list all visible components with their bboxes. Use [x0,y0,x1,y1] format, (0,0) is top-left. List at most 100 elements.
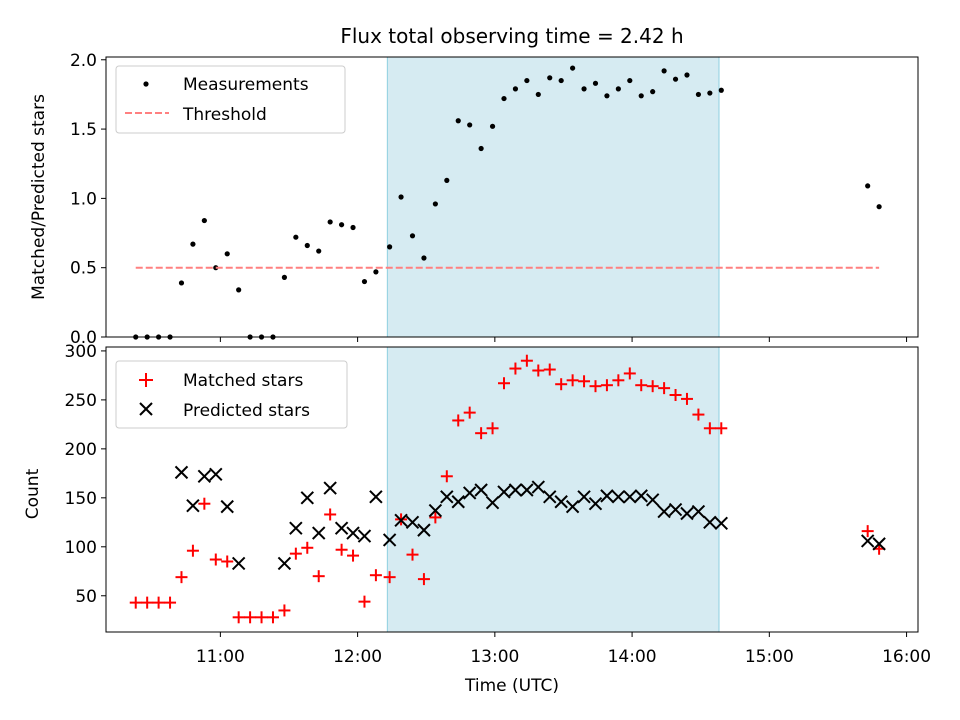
matched-stars-point [555,378,568,391]
measurement-point [316,248,322,254]
legend-measurements-label: Measurements [183,75,309,95]
predicted-stars-point [554,495,568,509]
predicted-stars-point [531,480,546,494]
predicted-stars-point [623,490,637,504]
legend-predicted-marker [139,402,153,416]
predicted-stars-point [680,506,694,521]
matched-stars-point [669,388,682,401]
measurement-point [615,86,621,92]
measurement-point [604,93,610,99]
bottom-legend: Matched stars Predicted stars [115,360,348,429]
legend-matched-marker [139,373,153,387]
predicted-stars-point [611,490,626,504]
measurement-point [236,287,242,293]
x-tick-label: 14:00 [608,647,657,667]
matched-stars-point [198,497,211,510]
matched-stars-point [463,406,476,419]
matched-stars-point [703,422,716,435]
measurement-point [455,118,461,124]
legend-threshold-label: Threshold [182,105,267,125]
measurement-point [467,122,473,128]
bottom-panel: 50 100 150 200 250 300 11:00 12:00 13:00 14:00 15… [23,342,931,696]
legend-predicted-label: Predicted stars [183,401,310,421]
predicted-stars-point [382,533,397,547]
predicted-stars-point [474,483,488,497]
matched-stars-point [324,508,337,521]
matched-stars-point [164,596,177,609]
y-tick-label: 200 [65,440,97,460]
y-tick-label: 1.0 [70,189,97,209]
measurement-point [570,65,576,71]
matched-stars-point [429,511,442,524]
measurement-point [535,91,541,98]
predicted-stars-point [428,503,443,518]
measurement-point [524,77,530,84]
top-observing-window [386,56,720,338]
matched-stars-point [497,377,510,390]
predicted-stars-point [714,516,728,530]
predicted-stars-point [289,521,303,535]
predicted-stars-point [657,504,671,519]
predicted-stars-point [357,529,372,543]
matched-stars-point [244,611,257,624]
top-y-axis-label: Matched/Predicted stars [29,94,49,300]
predicted-stars-point [543,490,557,504]
measurement-point [398,194,404,200]
matched-stars-point [646,380,659,393]
measurement-point [190,241,196,247]
measurement-point [281,274,288,280]
x-tick-label: 15:00 [745,647,794,667]
x-tick-label: 16:00 [882,647,931,667]
matched-stars-point [520,354,533,367]
predicted-stars-point [405,515,420,530]
measurement-point [558,77,564,84]
predicted-stars-point [634,489,648,503]
chart-title: Flux total observing time = 2.42 h [340,24,683,48]
top-legend-box [115,65,346,134]
predicted-stars-point [565,499,580,514]
bottom-legend-box [115,360,348,429]
matched-stars-point [278,604,291,617]
measurement-point [361,278,368,285]
measurement-point [409,233,416,239]
matched-stars-point [612,374,625,387]
measurement-point [373,269,379,275]
matched-stars-point [658,382,671,395]
measurement-point [581,86,587,92]
matched-stars-point [152,596,165,609]
predicted-stars-point [220,499,234,514]
matched-stars-point [440,470,453,483]
measurement-point [444,177,450,183]
matched-stars-point [623,367,636,380]
predicted-stars-point [186,498,200,513]
x-axis-label: Time (UTC) [464,676,559,696]
measurement-point [718,87,724,93]
matched-stars-point [578,375,591,388]
predicted-stars-point [440,490,454,504]
measurement-point [865,183,871,189]
measurement-point [695,91,702,98]
predicted-stars-point [300,491,314,505]
measurement-point [478,145,484,152]
x-tick-label: 13:00 [470,647,519,667]
predicted-stars-point [369,490,383,504]
matched-stars-point [861,525,874,538]
predicted-stars-point [231,556,246,571]
matched-stars-point [417,573,430,586]
predicted-stars-point [323,481,337,495]
predicted-stars-point [174,465,189,480]
matched-stars-point [335,543,348,556]
predicted-stars-point [668,502,683,517]
measurement-point [350,224,356,231]
measurement-point [421,255,427,261]
predicted-stars-point [209,467,223,482]
predicted-stars-point [346,526,360,540]
predicted-stars-point [451,495,465,509]
measurement-point [293,234,299,240]
matched-stars-point [301,541,314,554]
predicted-stars-point [577,490,591,504]
predicted-stars-point [860,534,875,548]
x-tick-label: 11:00 [196,647,245,667]
x-tick-label: 12:00 [333,647,382,667]
